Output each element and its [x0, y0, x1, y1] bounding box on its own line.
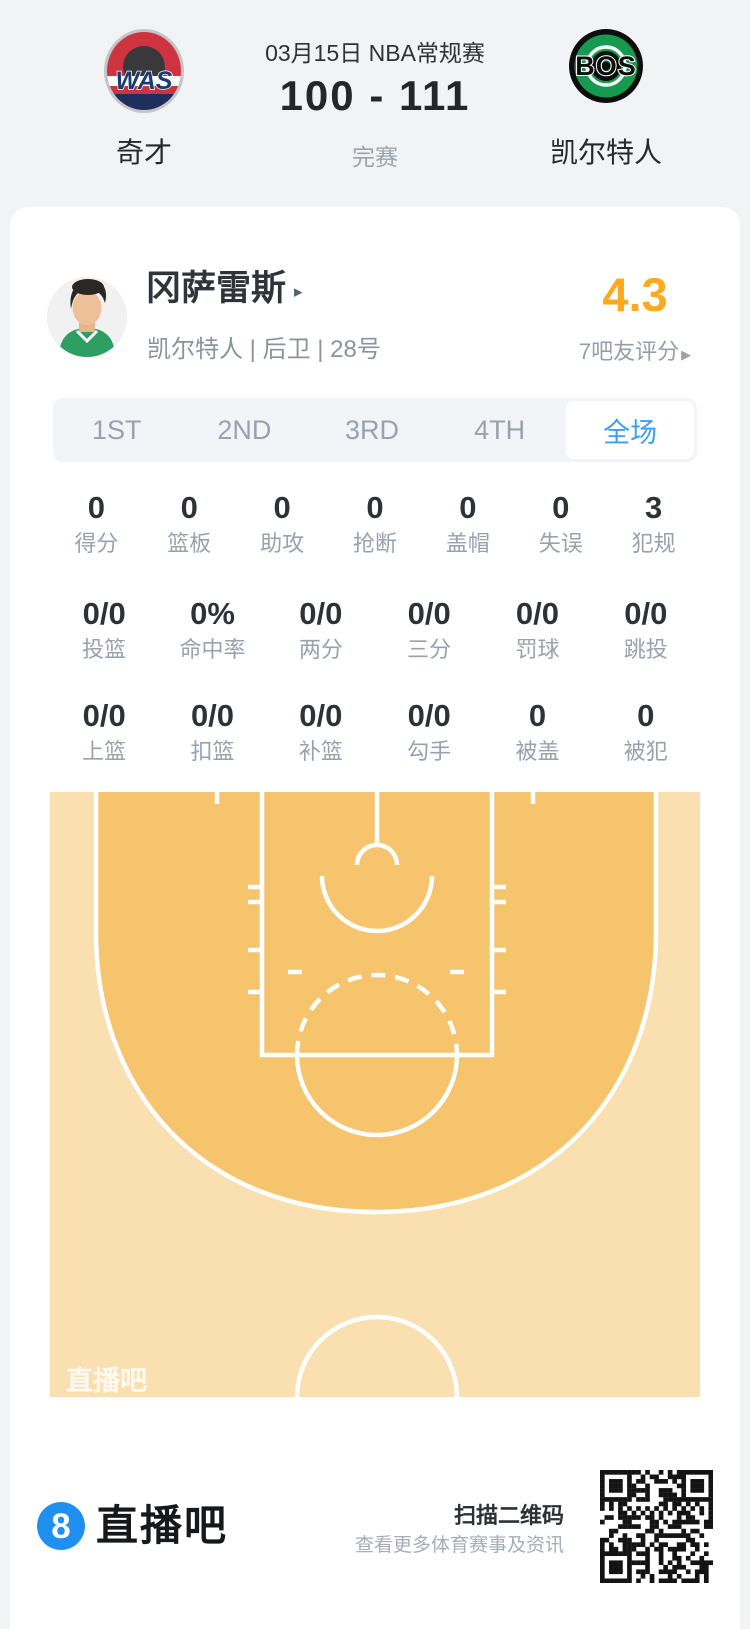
caret-right-icon: ▸ [294, 282, 303, 301]
stat-layup: 0/0 上篮 [82, 698, 127, 765]
arrow-right-icon: ▶ [681, 347, 692, 362]
player-meta: 凯尔特人 | 后卫 | 28号 [147, 336, 381, 363]
court-inside-3pt [96, 792, 656, 1212]
player-card: 冈萨雷斯 ▸ 凯尔特人 | 后卫 | 28号 4.3 7吧友评分 ▶ 1ST 2ND… [10, 207, 740, 1629]
stat-hook: 0/0 勾手 [407, 698, 452, 765]
stat-jumpshot: 0/0 跳投 [623, 596, 668, 663]
stats-row-shot-types: 0/0 上篮 0/0 扣篮 0/0 补篮 0/0 勾手 0 被盖 0 被犯 [50, 699, 700, 765]
player-rating-link[interactable]: 7吧友评分 ▶ [560, 334, 710, 366]
tab-4th[interactable]: 4TH [474, 414, 526, 445]
player-rating-value: 4.3 [602, 268, 668, 321]
stat-turnovers: 0 失误 [538, 490, 583, 557]
zhibo8-logo-icon: 8 [36, 1501, 86, 1551]
three-point-line [93, 792, 659, 1215]
match-score: 100 - 111 [279, 72, 471, 119]
stat-points: 0 得分 [74, 490, 119, 557]
tab-full-game[interactable]: 全场 [566, 401, 694, 459]
stats-row-basic: 0 得分 0 篮板 0 助攻 0 抢断 0 盖帽 0 失误 3 犯规 [50, 491, 700, 557]
player-name-row[interactable]: 冈萨雷斯 ▸ [146, 269, 303, 312]
shot-chart-court: 直播吧 [50, 792, 700, 1398]
footer-brand-name: 直播吧 [96, 1502, 229, 1549]
stat-steals: 0 抢断 [353, 490, 398, 557]
free-throw-circle-solid [294, 1054, 460, 1138]
stat-fouled: 0 被犯 [623, 698, 668, 765]
stat-3pt: 0/0 三分 [407, 596, 452, 663]
qr-scan-subtitle: 查看更多体育赛事及资讯 [354, 1535, 564, 1556]
qr-code [600, 1470, 714, 1584]
player-name: 冈萨雷斯 [146, 269, 287, 308]
stat-fg: 0/0 投篮 [82, 596, 127, 663]
tab-1st[interactable]: 1ST [92, 414, 142, 445]
court-watermark: 直播吧 [66, 1366, 147, 1396]
qr-scan-title: 扫描二维码 [453, 1503, 564, 1528]
stat-2pt: 0/0 两分 [298, 596, 343, 663]
rating-label-text: 7吧友评分 [578, 339, 680, 364]
player-avatar [47, 277, 127, 357]
quarter-tabbar: 1ST 2ND 3RD 4TH 全场 [53, 398, 697, 462]
home-team-name: 奇才 [115, 137, 172, 168]
stat-tipin: 0/0 补篮 [298, 698, 343, 765]
stats-row-shooting: 0/0 投篮 0% 命中率 0/0 两分 0/0 三分 0/0 罚球 0/0 跳投 [50, 597, 700, 663]
stat-assists: 0 助攻 [260, 490, 305, 557]
stat-blocks: 0 盖帽 [445, 490, 490, 557]
away-team-name: 凯尔特人 [549, 137, 662, 168]
lane-hash-marks-left [248, 884, 262, 995]
tab-3rd[interactable]: 3RD [344, 414, 399, 445]
svg-text:8: 8 [51, 1507, 70, 1546]
wizards-team-logo-icon: WAS [102, 27, 186, 115]
center-circle-arc [294, 1314, 460, 1398]
stat-fouls: 3 犯规 [631, 490, 676, 557]
celtics-team-logo-icon: BOS [568, 28, 644, 104]
stat-blocked: 0 被盖 [515, 698, 560, 765]
stat-dunk: 0/0 扣篮 [190, 698, 235, 765]
stat-rebounds: 0 篮板 [167, 490, 212, 557]
match-date-league: 03月15日 NBA常规赛 [265, 40, 485, 66]
tab-2nd[interactable]: 2ND [217, 414, 272, 445]
paint-key-lines [259, 792, 495, 1058]
celtics-abbr: BOS [575, 51, 637, 81]
stat-ft: 0/0 罚球 [515, 596, 560, 663]
wizards-abbr: WAS [116, 67, 173, 95]
stat-fg-pct: 0% 命中率 [179, 596, 246, 663]
lane-hash-marks-right [492, 884, 506, 995]
match-status: 完赛 [352, 144, 398, 170]
restricted-area-arc [319, 875, 435, 934]
baseline-hash-marks [214, 792, 536, 804]
free-throw-circle-dashed [294, 972, 460, 1056]
